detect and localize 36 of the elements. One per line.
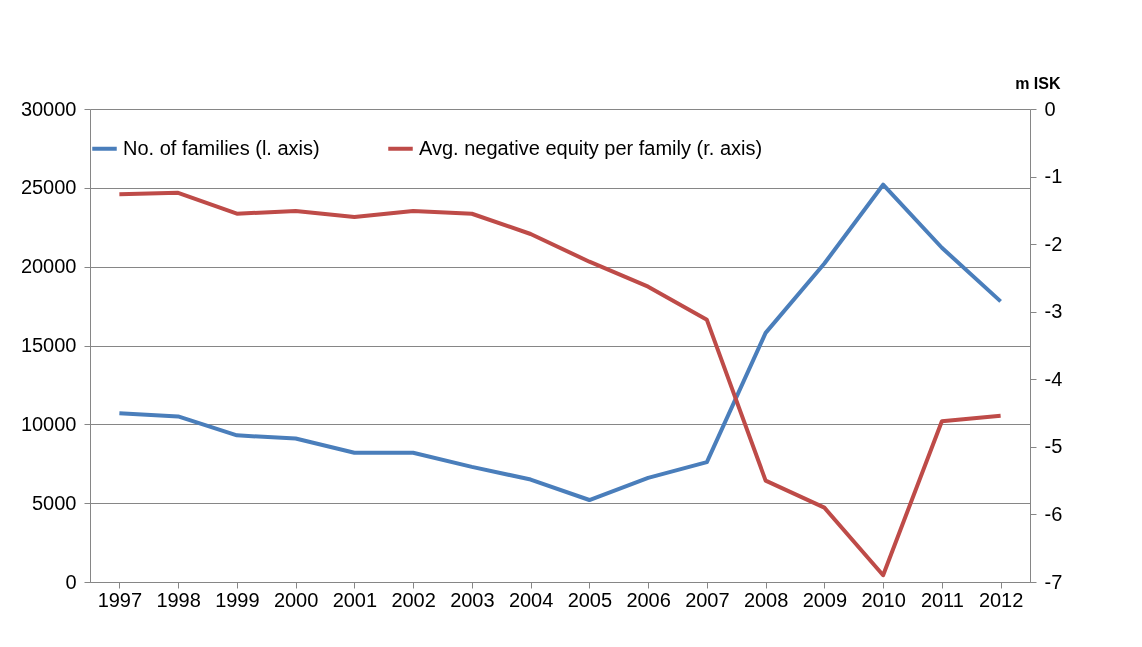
x-tick-label: 2004 [508, 588, 554, 611]
x-tick-label: 2011 [920, 588, 964, 611]
x-tick-label: 2003 [450, 588, 495, 611]
y-tick-label: 25000 [20, 176, 77, 199]
y2-axis-title: m ISK [1015, 74, 1061, 92]
x-tick-label: 2010 [861, 588, 906, 611]
line-series [117, 190, 1003, 578]
x-tick-label: 1999 [215, 588, 260, 611]
x-tick-label: 2008 [743, 588, 789, 611]
y2-tick-label: -6 [1044, 502, 1063, 525]
x-tick-label: 2009 [802, 588, 848, 611]
x-tick-label: 1998 [156, 588, 201, 611]
line-series [117, 182, 1003, 503]
y2-tick-label: -4 [1044, 367, 1063, 390]
x-tick-label: 2005 [567, 588, 613, 611]
legend-label: No. of families (l. axis) [123, 136, 320, 159]
y-tick-label: 10000 [20, 412, 77, 435]
y2-tick-label: -7 [1044, 570, 1063, 593]
x-tick-label: 2001 [332, 588, 378, 611]
y2-tick-label: -2 [1044, 232, 1063, 255]
y2-tick-label: -5 [1044, 435, 1063, 458]
x-tick-label: 2006 [626, 588, 671, 611]
y-tick-label: 30000 [20, 97, 77, 120]
x-tick-label: 1997 [97, 588, 143, 611]
y-tick-label: 15000 [20, 334, 77, 356]
y2-tick-label: 0 [1044, 97, 1056, 120]
y-tick-label: 5000 [32, 491, 77, 514]
x-tick-label: 2002 [391, 588, 436, 611]
x-tick-label: 2012 [978, 588, 1024, 611]
y-tick-label: 0 [65, 570, 77, 593]
y2-tick-label: -1 [1044, 165, 1063, 188]
y2-tick-label: -3 [1044, 300, 1063, 323]
x-tick-label: 2000 [273, 588, 319, 611]
legend-label: Avg. negative equity per family (r. axis) [419, 136, 763, 159]
x-tick-label: 2007 [685, 588, 730, 611]
y-tick-label: 20000 [20, 255, 77, 278]
